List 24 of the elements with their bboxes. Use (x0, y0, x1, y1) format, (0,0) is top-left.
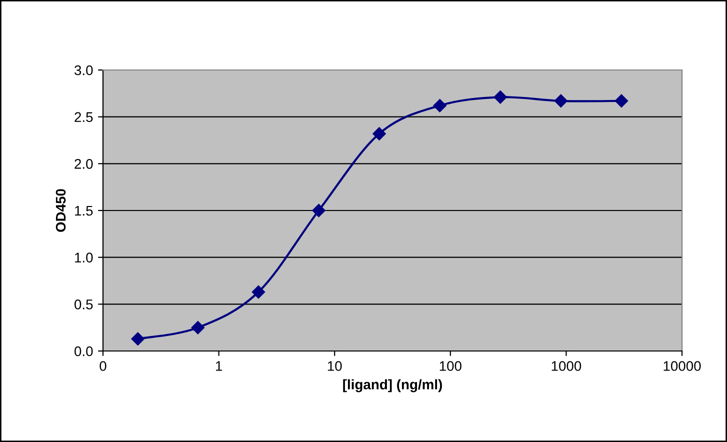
y-tick-label: 1.0 (75, 252, 93, 263)
y-tick-label: 0.5 (74, 300, 93, 310)
x-axis-title: [ligand] (ng/ml) (343, 379, 442, 392)
point (433, 99, 446, 112)
point (191, 320, 204, 334)
point (372, 127, 386, 140)
x-tick-label: 100 (440, 361, 462, 371)
point (312, 204, 326, 218)
point (131, 332, 144, 346)
x-tick-label: 10000 (664, 361, 701, 371)
point (554, 94, 568, 108)
y-tick-label: 3.0 (74, 65, 93, 76)
x-tick-label: 1000 (552, 361, 582, 371)
point (494, 90, 507, 104)
y-tick-label: 2.0 (74, 159, 93, 169)
y-tick-label: 1.5 (75, 206, 93, 216)
y-axis-title: OD450 (56, 189, 66, 232)
point (614, 94, 628, 108)
x-tick-label: 10 (328, 361, 342, 371)
y-tick-label: 2.5 (74, 112, 93, 122)
x-tick-label: 0 (100, 361, 106, 371)
y-tick-label: 0.0 (74, 346, 93, 356)
point (252, 285, 266, 299)
x-tick-label: 1 (216, 361, 222, 371)
